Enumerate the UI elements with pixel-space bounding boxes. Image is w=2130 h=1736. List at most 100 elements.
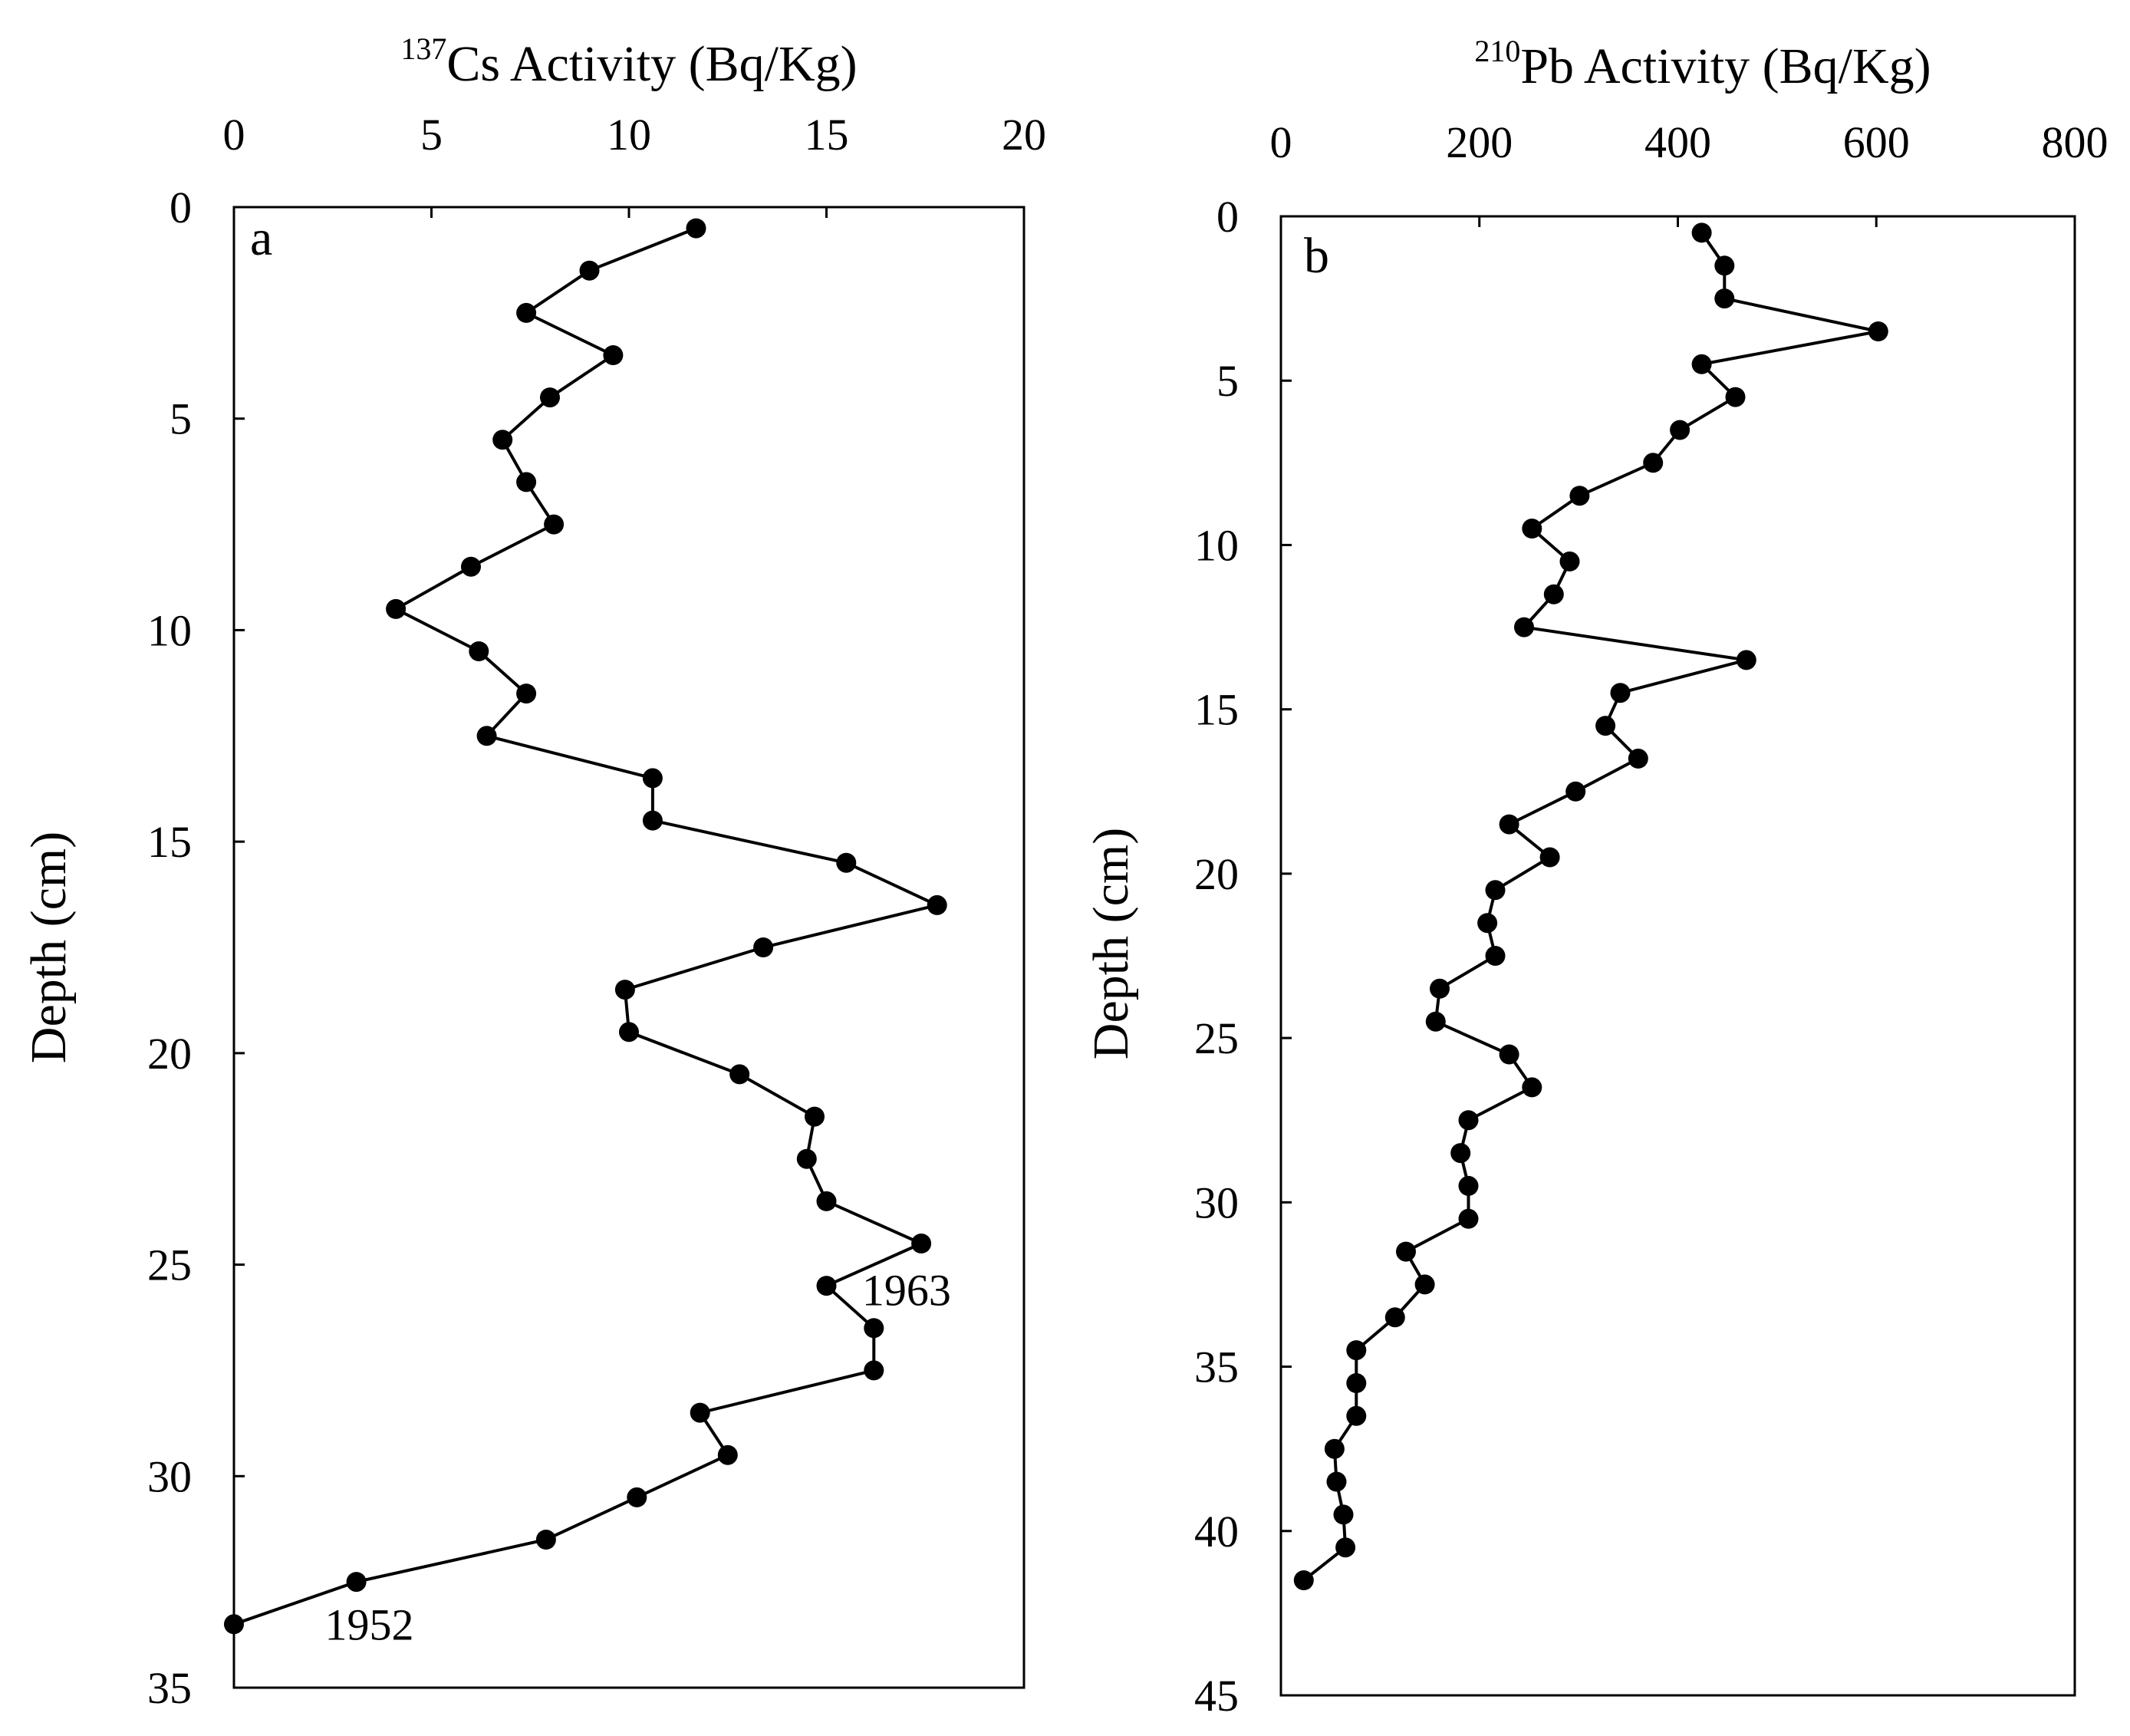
data-point: [1522, 519, 1542, 539]
data-point: [1691, 354, 1712, 374]
y-tick-label: 30: [1194, 1178, 1239, 1227]
panel-a-data-points: [224, 218, 947, 1635]
data-point: [224, 1614, 244, 1635]
data-point: [579, 260, 600, 281]
y-tick-label: 10: [1194, 520, 1239, 570]
data-point: [816, 1276, 837, 1296]
data-point: [1539, 847, 1560, 868]
data-point: [1595, 716, 1616, 736]
data-point: [1333, 1504, 1354, 1525]
panel-a-y-axis-title: Depth (cm): [21, 832, 77, 1063]
panel-a-y-ticks: 0 5 10 15 20 25 30 35: [147, 183, 245, 1713]
data-point: [461, 556, 481, 577]
data-point: [1543, 584, 1564, 604]
data-point: [717, 1444, 738, 1465]
x-tick-label: 15: [805, 110, 849, 160]
data-point: [1725, 387, 1746, 407]
y-tick-label: 30: [147, 1451, 192, 1501]
y-tick-label: 15: [1194, 685, 1239, 735]
y-tick-label: 20: [147, 1029, 192, 1079]
data-point: [1643, 453, 1664, 473]
data-point: [690, 1402, 710, 1423]
data-point: [911, 1234, 932, 1253]
data-point: [1477, 913, 1498, 934]
panel-a-x-axis-title-text: Cs Activity (Bq/Kg): [446, 36, 857, 92]
data-point: [927, 894, 947, 915]
data-point: [516, 302, 537, 323]
data-point: [1346, 1340, 1367, 1361]
data-point: [729, 1064, 750, 1085]
x-tick-label: 200: [1446, 117, 1513, 167]
data-point: [1569, 486, 1590, 506]
y-tick-label: 35: [1194, 1342, 1239, 1392]
data-point: [1565, 781, 1586, 802]
data-point: [1559, 551, 1580, 572]
data-point: [540, 387, 560, 408]
panel-a-x-ticks: 0 5 10 15 20: [223, 110, 1046, 218]
y-tick-label: 10: [147, 605, 192, 655]
data-point: [836, 852, 857, 873]
data-point: [1714, 255, 1735, 276]
data-point: [1384, 1307, 1405, 1328]
data-point: [1714, 288, 1735, 309]
x-tick-label: 10: [607, 110, 651, 160]
data-point: [1499, 814, 1519, 835]
annotation-1952: 1952: [324, 1599, 413, 1649]
panel-b-letter: b: [1304, 228, 1329, 284]
panel-b-data-points: [1293, 222, 1888, 1590]
data-point: [1293, 1570, 1314, 1590]
x-tick-label: 5: [420, 110, 443, 160]
panel-a-series-line: [233, 226, 942, 1626]
data-point: [1414, 1274, 1435, 1295]
y-tick-label: 35: [147, 1663, 192, 1713]
data-point: [1458, 1110, 1479, 1131]
data-point: [1610, 683, 1631, 703]
data-point: [1430, 978, 1450, 999]
data-point: [1425, 1011, 1446, 1032]
panel-a-letter: a: [250, 210, 272, 266]
data-point: [619, 1022, 639, 1043]
y-tick-label: 45: [1194, 1671, 1239, 1721]
data-point: [346, 1572, 367, 1593]
y-tick-label: 20: [1194, 849, 1239, 899]
data-point: [1458, 1208, 1479, 1229]
panel-b-x-axis-title: 210Pb Activity (Bq/Kg): [1474, 34, 1931, 94]
data-point: [627, 1487, 647, 1507]
data-point: [1450, 1143, 1471, 1164]
data-point: [469, 641, 489, 661]
data-point: [1324, 1438, 1345, 1459]
annotation-1963: 1963: [862, 1266, 951, 1316]
x-tick-label: 20: [1002, 110, 1046, 160]
data-point: [603, 345, 624, 365]
data-point: [816, 1191, 837, 1211]
data-point: [386, 598, 407, 619]
data-point: [1670, 420, 1691, 440]
data-point: [535, 1530, 556, 1550]
data-point: [642, 768, 663, 789]
data-point: [805, 1106, 825, 1127]
y-tick-label: 25: [1194, 1013, 1239, 1063]
panel-b-y-axis-title: Depth (cm): [1083, 828, 1139, 1059]
data-point: [864, 1360, 884, 1381]
x-tick-label: 600: [1843, 117, 1910, 167]
panel-a-cs137: a 137Cs Activity (Bq/Kg) Depth (cm) 0 5 10…: [21, 31, 1046, 1713]
data-point: [1691, 222, 1712, 243]
y-tick-label: 40: [1194, 1507, 1239, 1556]
x-tick-label: 0: [223, 110, 245, 160]
data-point: [614, 980, 635, 1000]
data-point: [1514, 617, 1534, 637]
data-point: [1458, 1175, 1479, 1196]
data-point: [1485, 880, 1506, 901]
panel-a-x-axis-title-superscript: 137: [400, 31, 446, 66]
data-point: [516, 472, 537, 492]
panel-b-x-axis-title-text: Pb Activity (Bq/Kg): [1520, 38, 1931, 94]
y-tick-label: 0: [170, 183, 192, 232]
y-tick-label: 0: [1216, 192, 1239, 242]
data-point: [544, 514, 565, 535]
x-tick-label: 400: [1644, 117, 1711, 167]
data-point: [1868, 321, 1888, 341]
data-point: [796, 1148, 817, 1169]
y-tick-label: 5: [170, 394, 192, 444]
data-point: [1522, 1077, 1542, 1098]
